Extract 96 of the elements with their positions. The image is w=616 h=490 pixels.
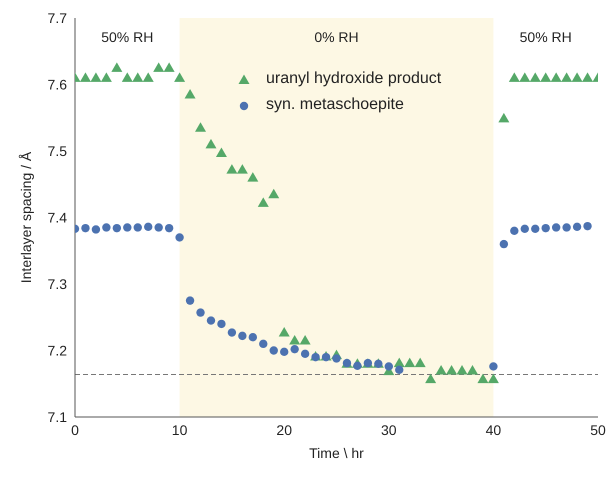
point — [552, 223, 560, 232]
y-tick-label: 7.3 — [48, 276, 68, 292]
point — [562, 223, 571, 232]
x-tick-label: 10 — [172, 422, 188, 438]
x-tick-label: 0 — [71, 422, 80, 438]
point — [228, 328, 236, 337]
y-tick-label: 7.6 — [48, 76, 68, 92]
point — [164, 224, 174, 232]
point — [395, 366, 404, 374]
point — [102, 223, 111, 232]
point — [498, 112, 510, 122]
point — [278, 327, 290, 337]
point — [425, 374, 436, 384]
point — [226, 164, 238, 174]
point — [531, 224, 540, 234]
point — [100, 72, 112, 82]
point — [196, 308, 205, 317]
point — [206, 316, 216, 325]
point — [477, 374, 488, 384]
x-tick-label: 50 — [590, 422, 606, 438]
point — [81, 224, 90, 232]
point — [572, 72, 583, 82]
x-axis-title: Time \ hr — [309, 445, 364, 461]
point — [280, 348, 288, 356]
point — [132, 72, 144, 82]
point — [550, 72, 562, 82]
x-tick-label: 40 — [486, 422, 502, 438]
annotation: 50% RH — [520, 28, 572, 45]
point — [164, 62, 175, 72]
point — [153, 62, 164, 72]
point — [80, 72, 91, 82]
y-tick-label: 7.4 — [48, 209, 68, 226]
y-tick-label: 7.1 — [48, 408, 68, 425]
point — [92, 225, 100, 234]
point — [583, 222, 592, 230]
point — [500, 240, 508, 248]
point — [112, 224, 122, 232]
point — [542, 224, 550, 232]
point — [290, 344, 299, 354]
point — [582, 72, 594, 82]
y-tick-label: 7.5 — [48, 142, 68, 159]
y-tick-label: 7.2 — [48, 342, 68, 358]
point — [289, 335, 300, 345]
point — [154, 223, 163, 232]
point — [270, 346, 278, 355]
y-tick-label: 7.7 — [48, 10, 68, 26]
x-tick-label: 30 — [381, 422, 397, 438]
point — [384, 362, 393, 371]
point — [195, 122, 206, 132]
point — [456, 364, 468, 374]
point — [540, 72, 552, 82]
point — [259, 340, 268, 348]
point — [353, 362, 362, 370]
point — [508, 72, 520, 82]
point — [144, 222, 152, 232]
point — [414, 358, 426, 368]
point — [520, 224, 529, 234]
point — [123, 223, 132, 232]
point — [258, 197, 269, 207]
point — [248, 333, 258, 342]
point — [142, 72, 154, 82]
point — [446, 364, 458, 374]
point — [238, 332, 247, 340]
point — [205, 138, 216, 148]
point — [489, 362, 498, 371]
point — [134, 223, 142, 232]
legend-label: syn. metaschoepite — [266, 96, 404, 114]
point — [247, 172, 258, 182]
point — [404, 358, 416, 368]
point — [90, 72, 102, 82]
point — [466, 364, 478, 374]
point — [217, 320, 226, 328]
point — [174, 72, 186, 82]
point — [300, 350, 310, 358]
point — [436, 364, 447, 374]
legend-label: uranyl hydroxide product — [266, 70, 442, 88]
band-label: 0% RH — [314, 28, 359, 45]
point — [572, 222, 582, 232]
point — [184, 88, 196, 98]
y-axis-title: Interlayer spacing / Å — [18, 151, 34, 284]
point — [236, 164, 248, 174]
point — [488, 374, 499, 384]
point — [111, 62, 122, 72]
point — [332, 354, 341, 363]
annotation: 50% RH — [101, 28, 154, 45]
point — [268, 188, 280, 198]
point — [510, 226, 519, 235]
point — [216, 147, 227, 157]
point — [519, 72, 530, 82]
point — [530, 72, 541, 82]
point — [561, 72, 572, 82]
point — [122, 72, 133, 82]
x-tick-label: 20 — [276, 422, 292, 438]
point — [186, 296, 194, 305]
point — [300, 335, 311, 345]
point — [175, 233, 184, 242]
